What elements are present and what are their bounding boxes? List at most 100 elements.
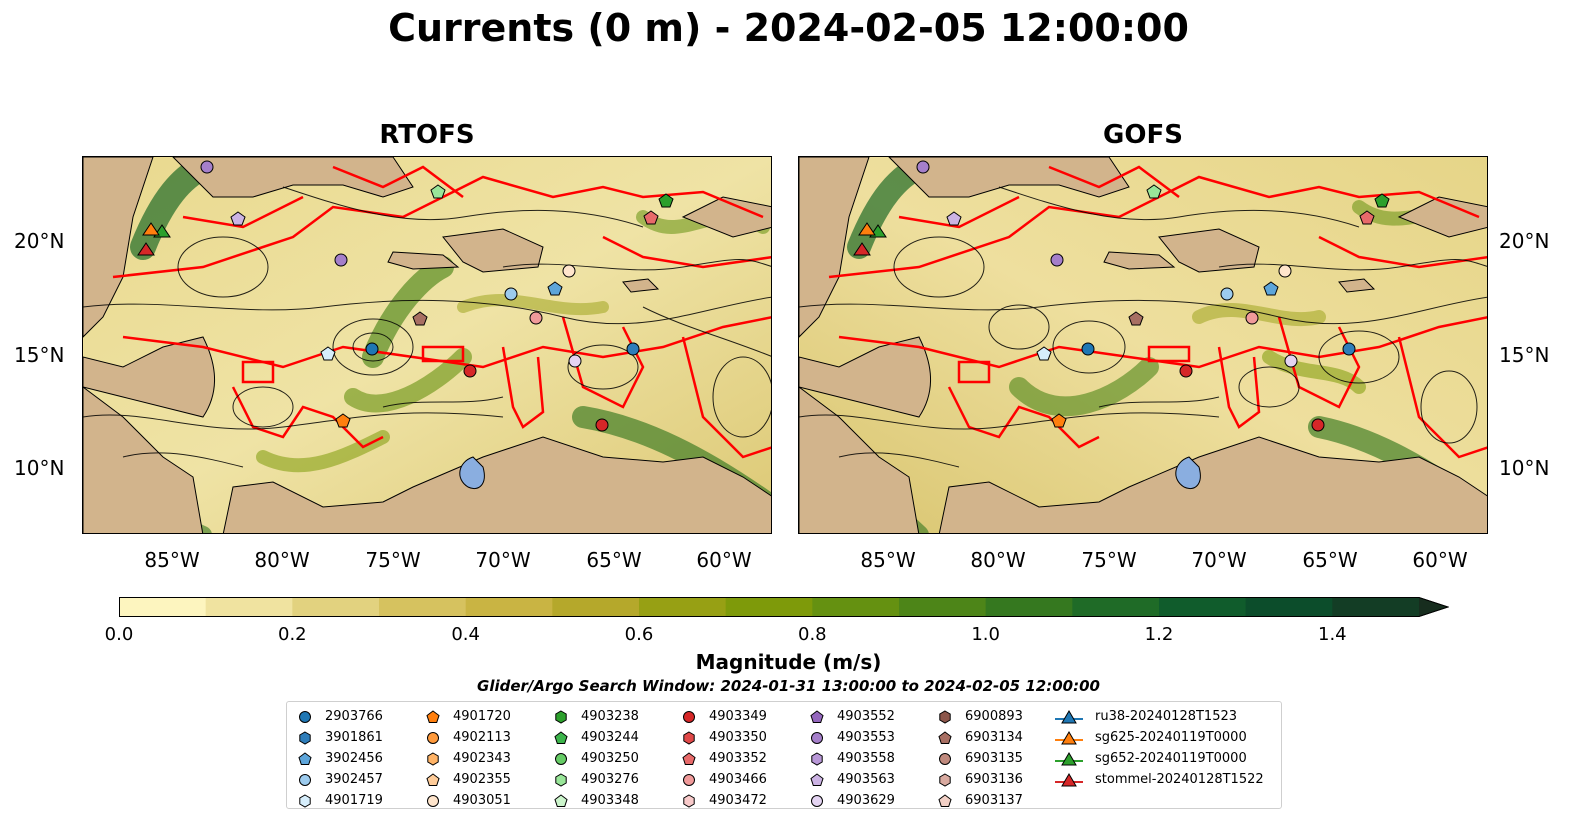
legend-item: 4901720 (425, 706, 511, 727)
colorbar-bin (1072, 597, 1160, 617)
legend-item: sg625-20240119T0000 (1055, 727, 1264, 748)
legend-item: sg652-20240119T0000 (1055, 748, 1264, 769)
legend-item: 6900893 (937, 706, 1023, 727)
legend-item-label: 4901720 (453, 709, 511, 724)
hexagon-marker-icon (683, 793, 695, 808)
lat-label-10n-left: 10°N (14, 456, 65, 480)
pentagon-marker-icon (426, 709, 440, 723)
legend-item: 4903563 (809, 769, 895, 790)
legend-item: 6903136 (937, 769, 1023, 790)
lon-label-80w-rtofs: 80°W (254, 548, 310, 572)
legend-item-label: 4903244 (581, 730, 639, 745)
legend: 2903766 3901861 3902456 3902457 4901719 49017… (286, 701, 1282, 809)
colorbar-label: Magnitude (m/s) (695, 650, 882, 674)
legend-item-label: 6903136 (965, 772, 1023, 787)
lat-label-15n-right: 15°N (1499, 343, 1550, 367)
circle-marker-icon (939, 752, 951, 765)
legend-item-label: 6903135 (965, 751, 1023, 766)
legend-item-label: 4903352 (709, 751, 767, 766)
legend-item: 4903350 (681, 727, 767, 748)
streamlines (83, 186, 771, 468)
triangle-line-marker-icon (1055, 709, 1083, 723)
legend-item: 4903629 (809, 790, 895, 811)
lon-label-60w-gofs: 60°W (1412, 548, 1468, 572)
streamlines (799, 186, 1487, 468)
pentagon-marker-icon (298, 751, 312, 765)
legend-item: 4903472 (681, 790, 767, 811)
lat-label-20n-right: 20°N (1499, 229, 1550, 253)
colorbar-tick-label: 0.8 (798, 624, 827, 645)
legend-item-label: 6903137 (965, 793, 1023, 808)
legend-item: 4903553 (809, 727, 895, 748)
hexagon-marker-icon (811, 751, 823, 766)
pentagon-marker-icon (426, 772, 440, 786)
pentagon-marker-icon (682, 751, 696, 765)
lat-label-20n-left: 20°N (14, 229, 65, 253)
hexagon-marker-icon (555, 709, 567, 724)
legend-item: 2903766 (297, 706, 383, 727)
colorbar-bin (465, 597, 553, 617)
legend-item-label: 4902355 (453, 772, 511, 787)
colorbar-bin (292, 597, 380, 617)
figure-title: Currents (0 m) - 2024-02-05 12:00:00 (388, 6, 1189, 50)
legend-item-label: 4903276 (581, 772, 639, 787)
legend-item-label: 4903563 (837, 772, 895, 787)
legend-item: 3901861 (297, 727, 383, 748)
colorbar-bin (985, 597, 1073, 617)
panel-title-rtofs: RTOFS (379, 120, 475, 150)
legend-item: 3902456 (297, 748, 383, 769)
legend-item: 4902355 (425, 769, 511, 790)
circle-marker-icon (811, 731, 823, 744)
hexagon-marker-icon (555, 772, 567, 787)
colorbar-bin (1245, 597, 1333, 617)
legend-item-label: ru38-20240128T1523 (1095, 709, 1238, 724)
circle-marker-icon (427, 794, 439, 807)
legend-item-label: 4903558 (837, 751, 895, 766)
legend-item-label: 4903051 (453, 793, 511, 808)
panel-title-gofs: GOFS (1103, 120, 1183, 150)
legend-item: 4903276 (553, 769, 639, 790)
colorbar-bin (725, 597, 813, 617)
rtofs-map-canvas (83, 157, 771, 533)
colorbar-tick-label: 0.2 (278, 624, 307, 645)
hexagon-marker-icon (939, 772, 951, 787)
legend-item: 6903134 (937, 727, 1023, 748)
legend-item-label: 4903238 (581, 709, 639, 724)
lon-label-60w-rtofs: 60°W (696, 548, 752, 572)
triangle-line-marker-icon (1055, 751, 1083, 765)
lon-label-70w-rtofs: 70°W (475, 548, 531, 572)
colorbar-bin (1332, 597, 1420, 617)
pentagon-marker-icon (938, 730, 952, 744)
search-window-text: Glider/Argo Search Window: 2024-01-31 13… (477, 677, 1100, 695)
gofs-map[interactable] (798, 156, 1488, 534)
hexagon-marker-icon (299, 793, 311, 808)
colorbar-tick-label: 1.4 (1318, 624, 1347, 645)
circle-marker-icon (299, 710, 311, 723)
legend-column: 4901720 4902113 4902343 4902355 4903051 (425, 706, 511, 811)
legend-item-label: 4903350 (709, 730, 767, 745)
circle-marker-icon (555, 752, 567, 765)
hexagon-marker-icon (427, 751, 439, 766)
hexagon-marker-icon (939, 709, 951, 724)
colorbar (119, 597, 1449, 617)
legend-item-label: 6903134 (965, 730, 1023, 745)
pentagon-marker-icon (810, 709, 824, 723)
legend-column: ru38-20240128T1523 sg625-20240119T0000 sg6… (1055, 706, 1264, 790)
legend-item: 6903135 (937, 748, 1023, 769)
lake (459, 456, 485, 490)
legend-item: ru38-20240128T1523 (1055, 706, 1264, 727)
legend-item-label: sg625-20240119T0000 (1095, 730, 1247, 745)
legend-item-label: 4903629 (837, 793, 895, 808)
circle-marker-icon (683, 773, 695, 786)
colorbar-bin (119, 597, 207, 617)
legend-item: 4901719 (297, 790, 383, 811)
circle-marker-icon (683, 710, 695, 723)
eez-lines (828, 165, 1487, 459)
lon-label-75w-rtofs: 75°W (365, 548, 421, 572)
lon-label-65w-rtofs: 65°W (586, 548, 642, 572)
legend-item: stommel-20240128T1522 (1055, 769, 1264, 790)
legend-item: 4902343 (425, 748, 511, 769)
rtofs-map[interactable] (82, 156, 772, 534)
legend-item-label: 2903766 (325, 709, 383, 724)
hexagon-marker-icon (299, 730, 311, 745)
